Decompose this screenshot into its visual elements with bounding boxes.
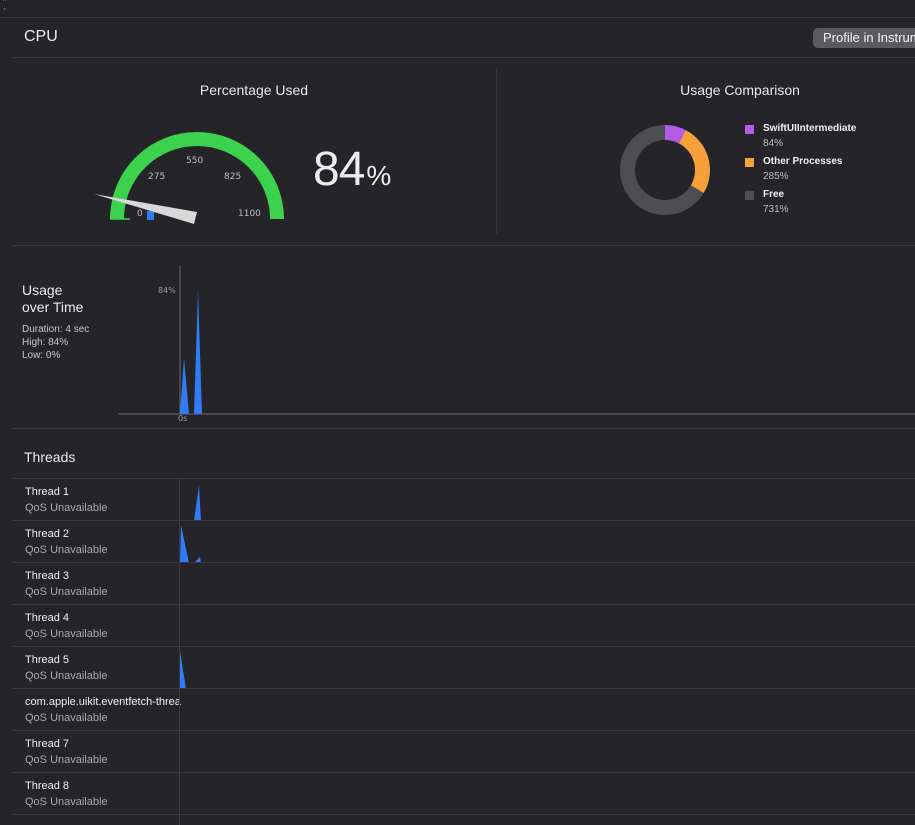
legend-swatch-gray	[745, 191, 754, 200]
legend-swatch-orange	[745, 158, 754, 167]
legend-swatch-purple	[745, 125, 754, 134]
usage-low: Low: 0%	[22, 350, 61, 361]
thread-qos: QoS Unavailable	[25, 670, 108, 682]
usage-comparison-title: Usage Comparison	[680, 82, 800, 98]
gauges-divider	[12, 245, 915, 246]
usage-spike-1	[180, 358, 189, 414]
usage-over-time-title-line1: Usage	[22, 282, 63, 298]
thread-row[interactable]: Thread 4 QoS Unavailable	[12, 604, 915, 647]
gauge-tick-825: 825	[224, 172, 242, 182]
cpu-percentage-readout: 84%	[313, 142, 391, 197]
gauge-needle	[94, 194, 197, 224]
thread-qos: QoS Unavailable	[25, 628, 108, 640]
thread-name: Thread 1	[25, 486, 70, 498]
thread-name: Thread 2	[25, 528, 70, 540]
cpu-percentage-unit: %	[366, 160, 391, 191]
usage-over-time-meta: Duration: 4 sec High: 84% Low: 0%	[22, 323, 89, 362]
thread-graph	[180, 651, 196, 689]
cpu-percentage-value: 84	[313, 143, 365, 196]
donut-slice-free	[620, 125, 704, 215]
thread-row[interactable]: Thread 5 QoS Unavailable	[12, 646, 915, 689]
thread-graph	[180, 730, 196, 731]
thread-graph	[180, 485, 201, 521]
usage-high: High: 84%	[22, 337, 69, 348]
legend-name: Free	[763, 189, 785, 200]
thread-graph	[180, 525, 201, 563]
thread-row[interactable]: Thread 2 QoS Unavailable	[12, 520, 915, 563]
legend-value: 285%	[763, 171, 789, 182]
usage-comparison-donut	[620, 125, 710, 215]
thread-name: Thread 4	[25, 612, 70, 624]
thread-qos: QoS Unavailable	[25, 796, 108, 808]
thread-graph	[180, 604, 196, 605]
thread-graph	[180, 814, 196, 815]
section-divider	[496, 69, 497, 234]
thread-name: com.apple.uikit.eventfetch-thread	[25, 696, 181, 708]
thread-row-partial	[12, 814, 915, 825]
thread-row[interactable]: Thread 8 QoS Unavailable	[12, 772, 915, 815]
thread-row[interactable]: Thread 3 QoS Unavailable	[12, 562, 915, 605]
thread-spike	[194, 557, 201, 563]
thread-name: Thread 3	[25, 570, 70, 582]
donut-slice-swiftuiintermediate	[665, 125, 686, 144]
usage-spike-2	[194, 290, 202, 414]
thread-divider	[179, 605, 180, 647]
thread-row[interactable]: Thread 7 QoS Unavailable	[12, 730, 915, 773]
thread-divider	[179, 647, 180, 689]
thread-qos: QoS Unavailable	[25, 544, 108, 556]
page-title: CPU	[24, 28, 58, 45]
thread-qos: QoS Unavailable	[25, 754, 108, 766]
thread-name: Thread 7	[25, 738, 70, 750]
thread-spike	[180, 651, 186, 689]
usage-duration: Duration: 4 sec	[22, 324, 90, 335]
threads-title: Threads	[24, 449, 76, 465]
legend-name: Other Processes	[763, 156, 843, 167]
usage-over-time-graph	[118, 266, 915, 415]
top-strip: ⌃ ⌄	[0, 0, 915, 18]
thread-spike	[194, 485, 201, 521]
thread-spike	[180, 525, 189, 563]
usage-over-time-title: Usage over Time	[22, 282, 83, 316]
thread-divider	[179, 563, 180, 605]
chevron-updown-icon[interactable]: ⌃ ⌄	[1, 0, 8, 12]
gauge-tick-1100: 1100	[238, 209, 261, 219]
gauge-arc	[110, 132, 284, 220]
thread-qos: QoS Unavailable	[25, 586, 108, 598]
donut-slice-other-processes	[678, 130, 710, 194]
thread-divider	[179, 521, 180, 563]
legend-name: SwiftUIIntermediate	[763, 123, 857, 134]
legend-value: 731%	[763, 204, 789, 215]
thread-name: Thread 8	[25, 780, 70, 792]
usage-x-label: 0s	[178, 414, 188, 423]
legend-value: 84%	[763, 138, 784, 149]
thread-divider	[179, 773, 180, 815]
cpu-gauge	[94, 132, 284, 224]
thread-row[interactable]: Thread 1 QoS Unavailable	[12, 478, 915, 521]
gauge-tick-550: 550	[186, 156, 204, 166]
thread-name: Thread 5	[25, 654, 70, 666]
thread-divider	[179, 689, 180, 731]
thread-row[interactable]: com.apple.uikit.eventfetch-thread QoS Un…	[12, 688, 915, 731]
usage-y-label: 84%	[158, 286, 176, 295]
thread-graph	[180, 646, 196, 647]
thread-divider	[179, 479, 180, 521]
gauge-tick-275: 275	[148, 172, 166, 182]
thread-divider	[179, 731, 180, 773]
header-divider	[12, 57, 915, 58]
gauge-tick-0: 0	[137, 209, 143, 219]
usage-over-time-title-line2: over Time	[22, 299, 84, 315]
thread-qos: QoS Unavailable	[25, 502, 108, 514]
percentage-used-title: Percentage Used	[199, 82, 309, 98]
profile-in-instruments-button[interactable]: Profile in Instruments	[813, 28, 915, 48]
gauge-value-marker	[147, 211, 154, 220]
thread-qos: QoS Unavailable	[25, 712, 108, 724]
thread-divider	[179, 815, 180, 825]
thread-graph	[180, 772, 196, 773]
usage-divider	[12, 428, 915, 429]
